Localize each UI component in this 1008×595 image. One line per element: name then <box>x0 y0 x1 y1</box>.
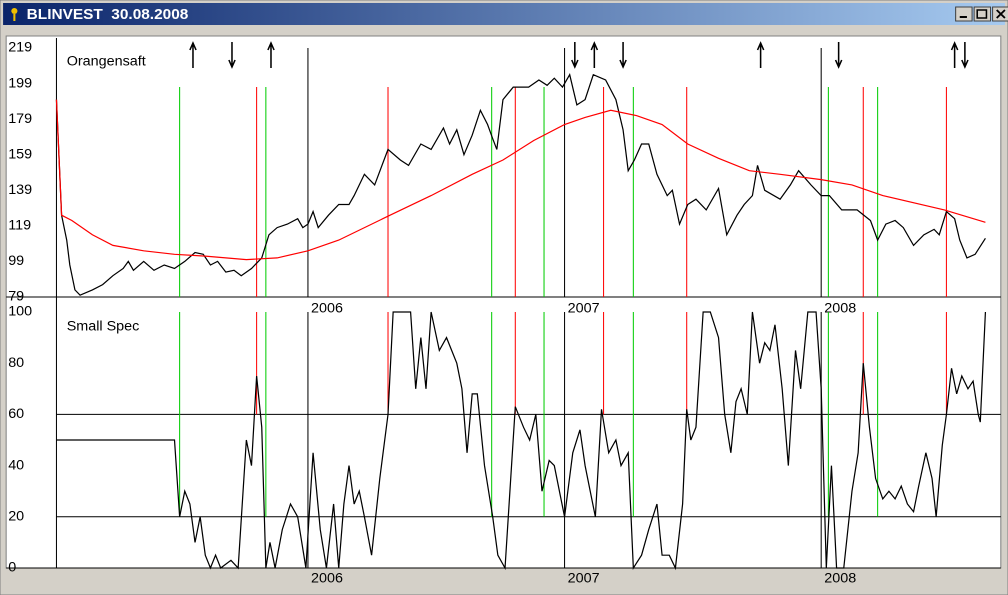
minimize-button[interactable] <box>955 6 973 22</box>
y-tick-label: 20 <box>8 509 24 525</box>
y-tick-label: 219 <box>8 40 32 56</box>
down-arrow <box>619 42 627 69</box>
window-title: BLINVEST 30.08.2008 <box>27 6 189 23</box>
up-arrow <box>590 41 599 68</box>
app-icon-stem <box>13 14 16 21</box>
y-tick-label: 179 <box>8 111 32 127</box>
y-tick-label: 60 <box>8 406 24 422</box>
y-tick-label: 139 <box>8 182 32 198</box>
x-tick-label: 2006 <box>311 571 343 587</box>
y-tick-label: 80 <box>8 355 24 371</box>
close-icon <box>996 9 1006 19</box>
y-tick-label: 199 <box>8 75 32 91</box>
maximize-icon <box>976 9 988 19</box>
down-arrow <box>834 42 843 69</box>
chart-title: Small Spec <box>67 319 140 335</box>
app-icon <box>11 8 18 14</box>
down-arrow <box>571 42 579 69</box>
x-tick-label: 2007 <box>568 571 600 587</box>
x-tick-label: 2006 <box>311 301 343 317</box>
data-line <box>55 73 986 296</box>
x-tick-label: 2008 <box>824 301 856 317</box>
x-tick-label: 2007 <box>568 301 600 317</box>
window-buttons <box>955 6 1008 22</box>
y-tick-label: 119 <box>8 218 31 234</box>
data-line <box>56 311 987 571</box>
up-arrow <box>189 41 197 68</box>
title-bar <box>3 3 1005 25</box>
up-arrow <box>267 41 275 68</box>
y-tick-label: 79 <box>8 289 24 305</box>
y-tick-label: 40 <box>8 457 24 473</box>
up-arrow <box>950 41 959 68</box>
y-tick-label: 0 <box>8 560 16 576</box>
x-tick-label: 2008 <box>824 571 856 587</box>
up-arrow <box>756 41 765 68</box>
y-tick-label: 100 <box>8 304 32 320</box>
y-tick-label: 159 <box>8 147 32 163</box>
chart-panel <box>5 35 1002 569</box>
down-arrow <box>961 42 969 69</box>
down-arrow <box>228 42 236 69</box>
chart-title: Orangensaft <box>67 54 146 70</box>
y-tick-label: 99 <box>8 253 24 269</box>
data-line <box>55 99 986 261</box>
